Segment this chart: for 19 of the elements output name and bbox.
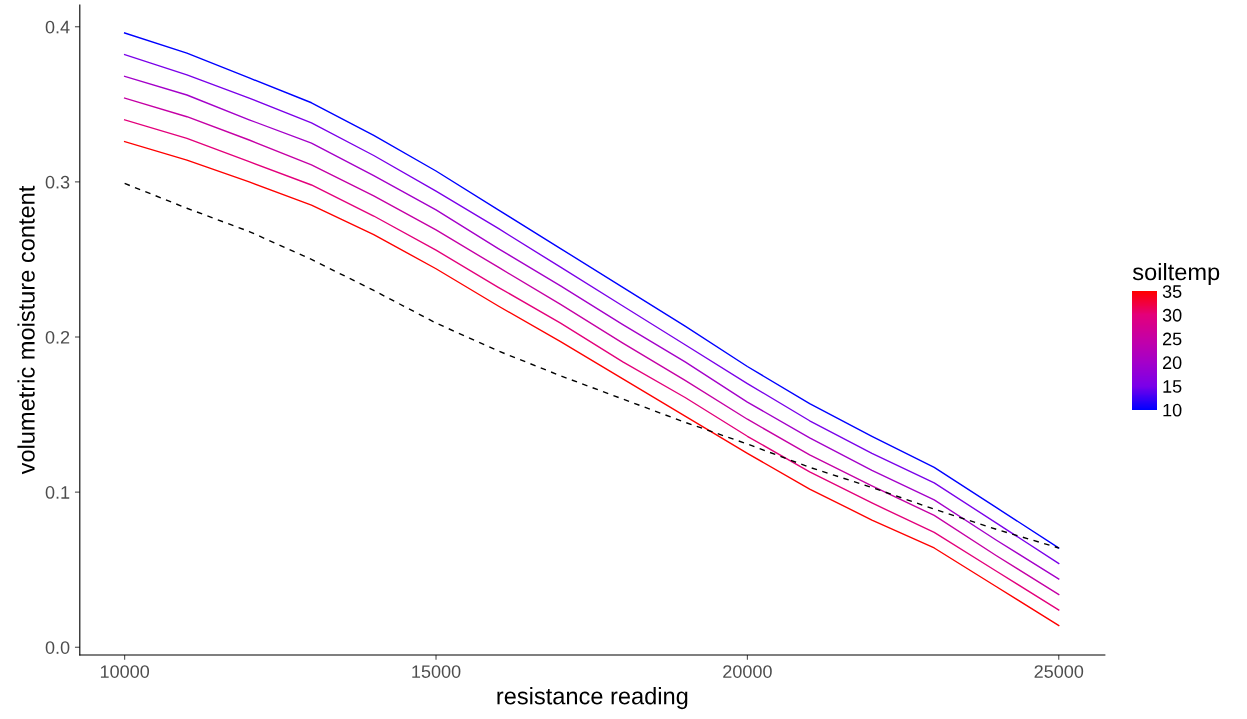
color-bar-label: 15 — [1163, 380, 1182, 393]
color-bar-label: 20 — [1162, 356, 1182, 370]
color-bar-label: 30 — [1162, 308, 1182, 322]
x-tick-label: 15000 — [412, 665, 461, 678]
y-tick-label: 0.4 — [45, 20, 70, 34]
y-tick-label: 0.0 — [45, 641, 70, 654]
color-bar-label: 10 — [1163, 403, 1182, 417]
y-tick-label: 0.1 — [45, 486, 70, 499]
y-tick-label: 0.2 — [45, 330, 70, 344]
y-axis-title: volumetric moisture content — [17, 185, 35, 475]
x-tick-label: 20000 — [723, 665, 772, 678]
color-bar-label: 35 — [1162, 285, 1182, 298]
color-bar-label: 25 — [1162, 332, 1182, 346]
color-bar-title: soiltemp — [1132, 262, 1220, 285]
x-tick-label: 10000 — [100, 665, 150, 678]
x-tick-label: 25000 — [1034, 665, 1084, 678]
line-series — [123, 182, 1060, 549]
x-axis-title: resistance reading — [497, 687, 688, 710]
y-tick-label: 0.3 — [45, 175, 70, 189]
